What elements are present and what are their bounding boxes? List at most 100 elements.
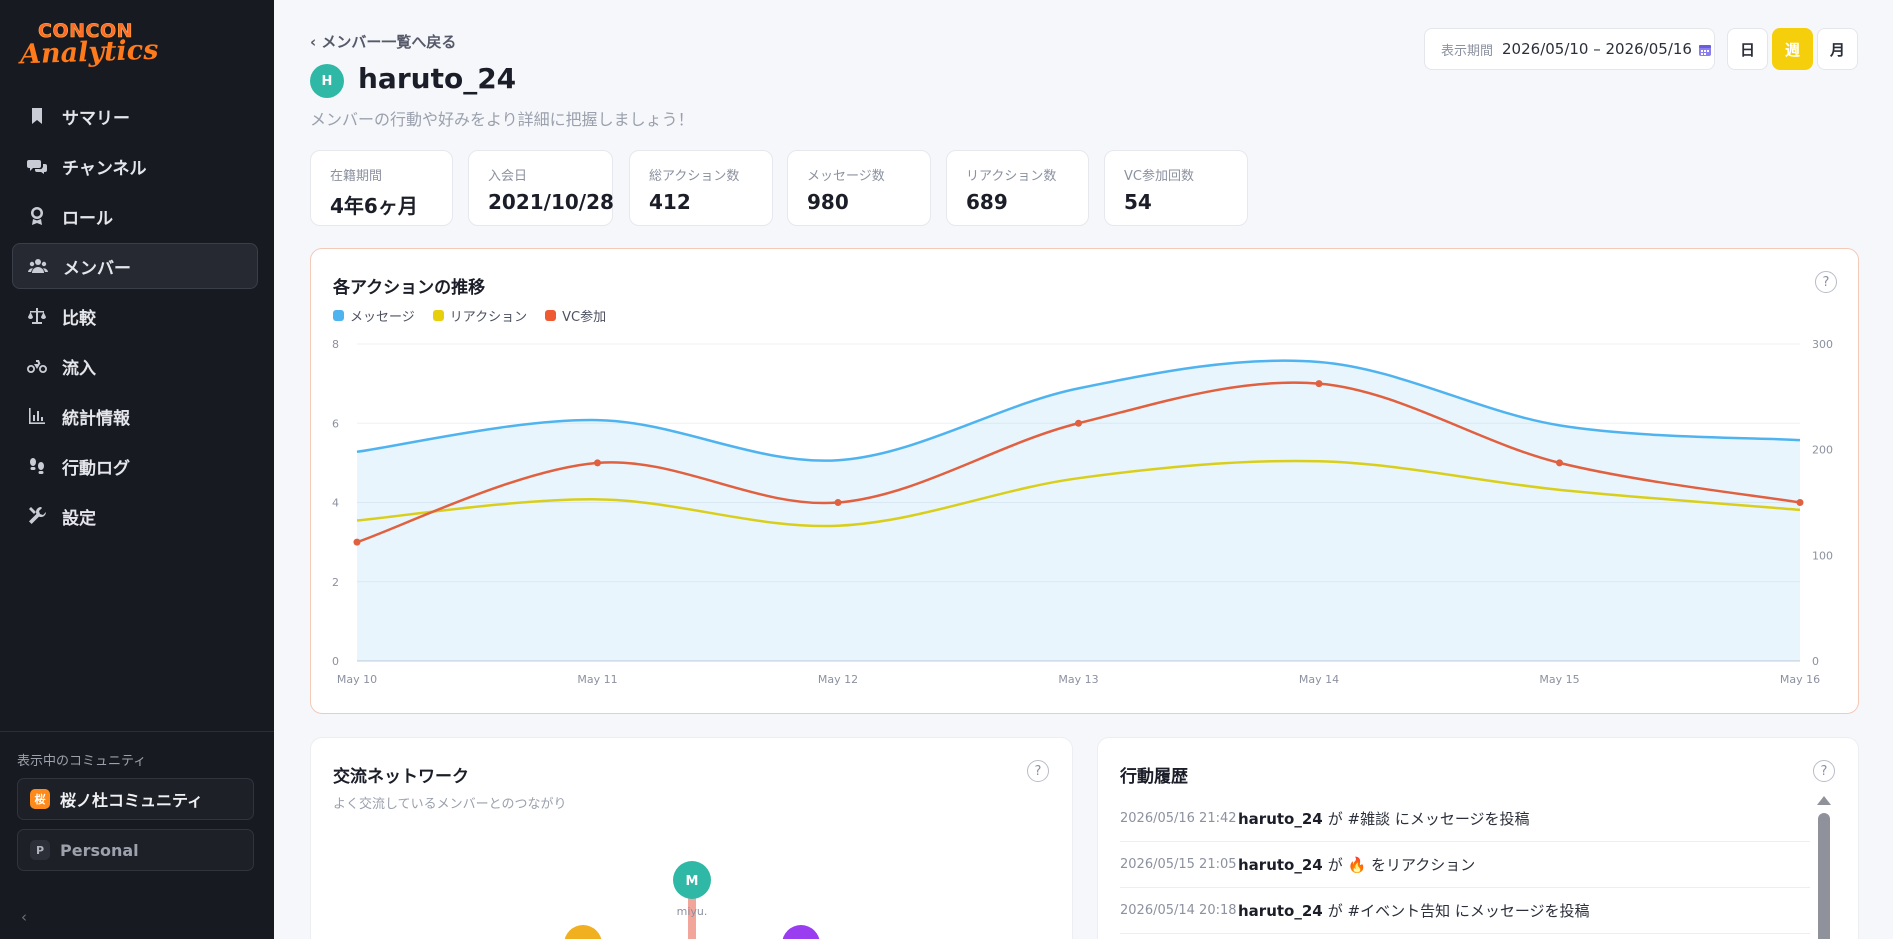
stat-value: 54 — [1124, 190, 1152, 214]
history-scrollbar[interactable] — [1817, 796, 1831, 939]
sidebar-item-label: 行動ログ — [62, 458, 130, 479]
card-title: 各アクションの推移 — [333, 278, 486, 298]
sidebar-item-summary[interactable]: サマリー — [12, 93, 258, 139]
y-tick-label-right: 300 — [1812, 338, 1833, 351]
date-range-label: 表示期間 — [1441, 43, 1494, 59]
sidebar-item-action-log[interactable]: 行動ログ — [12, 443, 258, 489]
stat-card-vc-joins: VC参加回数 54 — [1104, 150, 1248, 226]
card-title: 交流ネットワーク — [333, 767, 469, 787]
sidebar-item-compare[interactable]: 比較 — [12, 293, 258, 339]
x-tick-label: May 16 — [1780, 673, 1820, 686]
legend-item-reactions[interactable]: リアクション — [432, 306, 527, 325]
sidebar-item-label: 比較 — [62, 308, 96, 329]
legend-swatch — [432, 310, 444, 321]
chart-legend: メッセージ リアクション VC参加 — [333, 306, 624, 325]
interaction-network-card: 交流ネットワーク よく交流しているメンバーとのつながり ? M miyu. N … — [310, 737, 1073, 939]
legend-label: メッセージ — [350, 310, 415, 325]
data-point — [1796, 499, 1804, 506]
scroll-up-arrow-icon[interactable] — [1817, 796, 1831, 805]
y-tick-label-left: 8 — [332, 338, 339, 351]
help-icon[interactable]: ? — [1815, 271, 1837, 293]
granularity-day-button[interactable]: 日 — [1727, 28, 1768, 70]
stat-card-total-actions: 総アクション数 412 — [629, 150, 773, 226]
stat-card-tenure: 在籍期間 4年6ヶ月 — [310, 150, 453, 226]
sidebar-item-channels[interactable]: チャンネル — [12, 143, 258, 189]
sidebar-item-inflow[interactable]: 流入 — [12, 343, 258, 389]
x-tick-label: May 14 — [1299, 673, 1339, 686]
actions-trend-chart: 0 2 4 6 8 0 100 200 300 May 10 May 11 May 12 May 13 M… — [332, 338, 1833, 686]
stat-value: 980 — [807, 190, 849, 214]
back-to-members-link[interactable]: ‹ メンバー一覧へ戻る — [310, 33, 457, 51]
sidebar-item-label: ロール — [62, 208, 113, 229]
network-graph: M miyu. N S — [564, 861, 820, 939]
sidebar-item-label: メンバー — [63, 258, 131, 279]
series-area — [357, 360, 1800, 661]
history-text: が #雑談 にメッセージを投稿 — [1327, 810, 1530, 828]
community-switcher-sakura[interactable]: 桜 桜ノ杜コミュニティ — [17, 778, 254, 820]
sidebar-item-label: 流入 — [62, 358, 96, 379]
y-tick-label-right: 0 — [1812, 655, 1819, 668]
data-point — [1315, 380, 1323, 388]
stat-label: VC参加回数 — [1124, 169, 1194, 184]
stat-card-reactions: リアクション数 689 — [946, 150, 1089, 226]
x-tick-label: May 11 — [577, 673, 617, 686]
network-node-miyu[interactable]: M — [673, 861, 711, 899]
stat-card-join-date: 入会日 2021/10/28 — [468, 150, 614, 226]
history-row[interactable]: 2026/05/16 21:42 haruto_24 が #雑談 にメッセージを… — [1120, 796, 1810, 842]
sidebar-item-roles[interactable]: ロール — [12, 193, 258, 239]
legend-item-vc[interactable]: VC参加 — [545, 306, 606, 325]
x-tick-label: May 12 — [818, 673, 858, 686]
community-name: 桜ノ杜コミュニティ — [60, 791, 204, 810]
award-ribbon-icon — [26, 205, 48, 227]
help-icon[interactable]: ? — [1027, 760, 1049, 782]
history-time: 2026/05/16 21:42 — [1120, 811, 1237, 826]
history-list: 2026/05/16 21:42 haruto_24 が #雑談 にメッセージを… — [1120, 796, 1810, 934]
sidebar-item-settings[interactable]: 設定 — [12, 493, 258, 539]
sidebar-item-label: チャンネル — [62, 158, 147, 179]
network-node-letter: M — [686, 874, 699, 889]
chat-bubbles-icon — [26, 155, 48, 177]
help-icon[interactable]: ? — [1813, 760, 1835, 782]
sidebar-divider — [0, 731, 274, 732]
calendar-icon — [1698, 42, 1712, 56]
scrollbar-thumb[interactable] — [1818, 813, 1830, 939]
stat-label: 在籍期間 — [330, 169, 383, 184]
stat-label: 総アクション数 — [649, 169, 740, 184]
series-line — [356, 459, 1801, 528]
page-subtitle: メンバーの行動や好みをより詳細に把握しましょう！ — [310, 110, 694, 129]
history-row[interactable]: 2026/05/15 21:05 haruto_24 が 🔥 をリアクション — [1120, 842, 1810, 888]
bookmark-icon — [26, 105, 48, 127]
stat-label: 入会日 — [488, 169, 528, 184]
history-time: 2026/05/15 21:05 — [1120, 857, 1237, 872]
sidebar-item-members[interactable]: メンバー — [12, 243, 258, 289]
granularity-week-button[interactable]: 週 — [1772, 28, 1813, 70]
network-edge — [688, 874, 696, 939]
y-tick-label-left: 6 — [332, 417, 339, 430]
data-point — [834, 499, 842, 506]
legend-swatch — [545, 310, 557, 321]
x-tick-label: May 15 — [1539, 673, 1579, 686]
date-range-picker[interactable]: 表示期間 2026/05/10 – 2026/05/16 — [1424, 28, 1715, 70]
data-point — [1075, 419, 1082, 427]
history-user: haruto_24 — [1238, 809, 1323, 828]
history-row[interactable]: 2026/05/14 20:18 haruto_24 が #イベント告知 にメッ… — [1120, 888, 1810, 934]
network-node-s[interactable]: S — [782, 925, 820, 939]
network-node-n[interactable]: N — [564, 925, 602, 939]
stat-value: 689 — [966, 190, 1008, 214]
app-logo[interactable]: CONCON Analytics — [20, 20, 165, 71]
sidebar-item-label: サマリー — [62, 108, 130, 129]
community-switcher-personal[interactable]: P Personal — [17, 829, 254, 871]
sidebar-collapse-button[interactable]: ‹ — [21, 908, 27, 926]
y-tick-label-left: 0 — [332, 655, 339, 668]
x-tick-label: May 13 — [1058, 673, 1098, 686]
history-text: が #イベント告知 にメッセージを投稿 — [1327, 902, 1590, 920]
legend-item-messages[interactable]: メッセージ — [333, 306, 415, 325]
sidebar-item-statistics[interactable]: 統計情報 — [12, 393, 258, 439]
card-title: 行動履歴 — [1120, 767, 1188, 787]
data-point — [1556, 459, 1563, 467]
bicycle-icon — [26, 355, 48, 377]
footsteps-icon — [26, 455, 48, 477]
stat-value: 2021/10/28 — [488, 190, 614, 214]
granularity-month-button[interactable]: 月 — [1817, 28, 1858, 70]
logo-line1: CONCON — [38, 20, 133, 43]
